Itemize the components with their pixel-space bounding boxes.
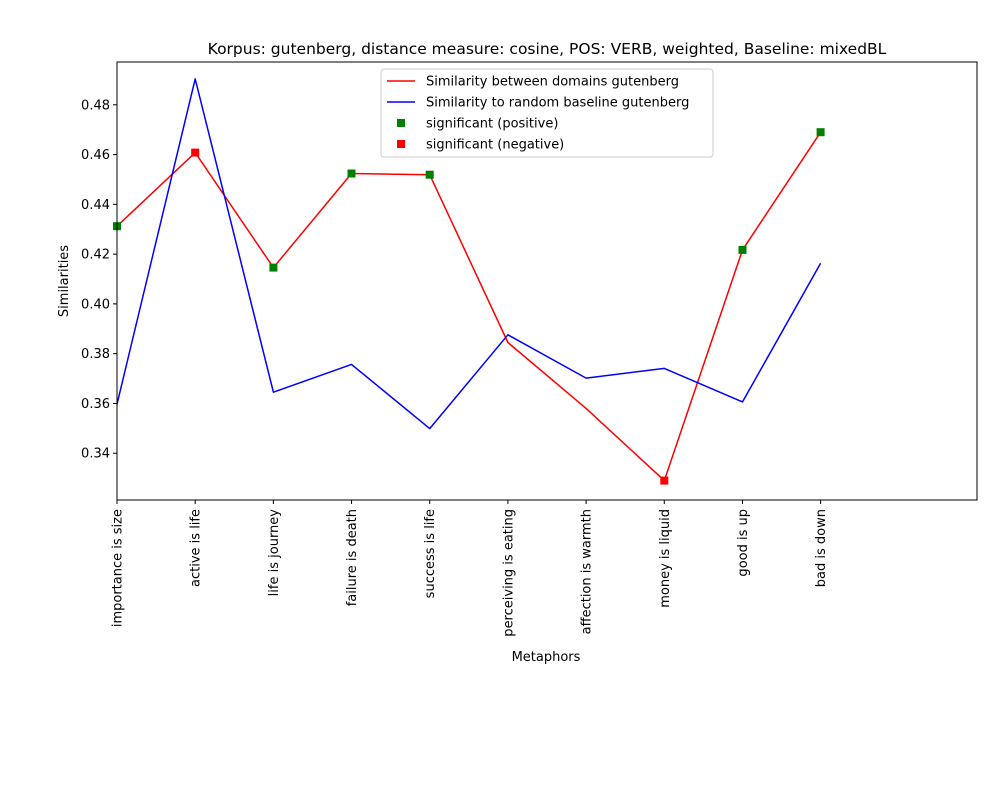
x-tick-label: success is life: [423, 509, 438, 598]
y-tick-label: 0.34: [81, 447, 110, 462]
y-axis-label: Similarities: [57, 245, 72, 317]
significance-marker: [425, 170, 434, 179]
x-axis-label: Metaphors: [512, 650, 581, 665]
x-tick-label: perceiving is eating: [501, 509, 516, 637]
legend-label: significant (positive): [426, 117, 558, 132]
plot-frame: [116, 61, 978, 501]
significance-marker: [738, 245, 747, 254]
chart-title: Korpus: gutenberg, distance measure: cos…: [208, 40, 887, 58]
series-line-0: [116, 131, 822, 482]
plot-markers: [113, 128, 825, 485]
x-tick-label: money is liquid: [658, 509, 673, 608]
legend-label: Similarity to random baseline gutenberg: [426, 96, 689, 111]
y-tick-label: 0.40: [81, 297, 110, 312]
significance-marker: [660, 476, 669, 485]
legend-marker-swatch: [397, 140, 405, 148]
legend-label: Similarity between domains gutenberg: [426, 75, 679, 90]
legend-label: significant (negative): [426, 138, 564, 153]
significance-marker: [816, 128, 825, 137]
x-tick-label: failure is death: [345, 509, 360, 606]
x-tick-label: life is journey: [267, 509, 282, 597]
y-axis: 0.34 0.36 0.38 0.40 0.42 0.44 0.46 0.48: [81, 98, 117, 462]
x-tick-label: importance is size: [111, 509, 126, 627]
x-tick-label: affection is warmth: [580, 509, 595, 634]
x-tick-label: active is life: [189, 509, 204, 587]
x-tick-label: good is up: [736, 509, 751, 577]
significance-marker: [191, 148, 200, 157]
plot-lines: [116, 78, 822, 482]
legend-items: Similarity between domains gutenberg Simi…: [387, 75, 689, 153]
y-tick-label: 0.36: [81, 397, 110, 412]
x-tick-label: bad is down: [814, 509, 829, 587]
significance-marker: [347, 169, 356, 178]
significance-marker: [269, 263, 278, 272]
legend-box: [380, 68, 714, 158]
y-tick-label: 0.38: [81, 347, 110, 362]
legend-marker-swatch: [397, 119, 405, 127]
y-tick-label: 0.42: [81, 248, 110, 263]
y-tick-label: 0.48: [81, 98, 110, 113]
y-tick-label: 0.44: [81, 198, 110, 213]
series-line-1: [116, 78, 822, 430]
x-axis: importance is size active is life life is …: [111, 500, 829, 637]
y-tick-label: 0.46: [81, 148, 110, 163]
legend: Similarity between domains gutenberg Simi…: [380, 68, 714, 158]
